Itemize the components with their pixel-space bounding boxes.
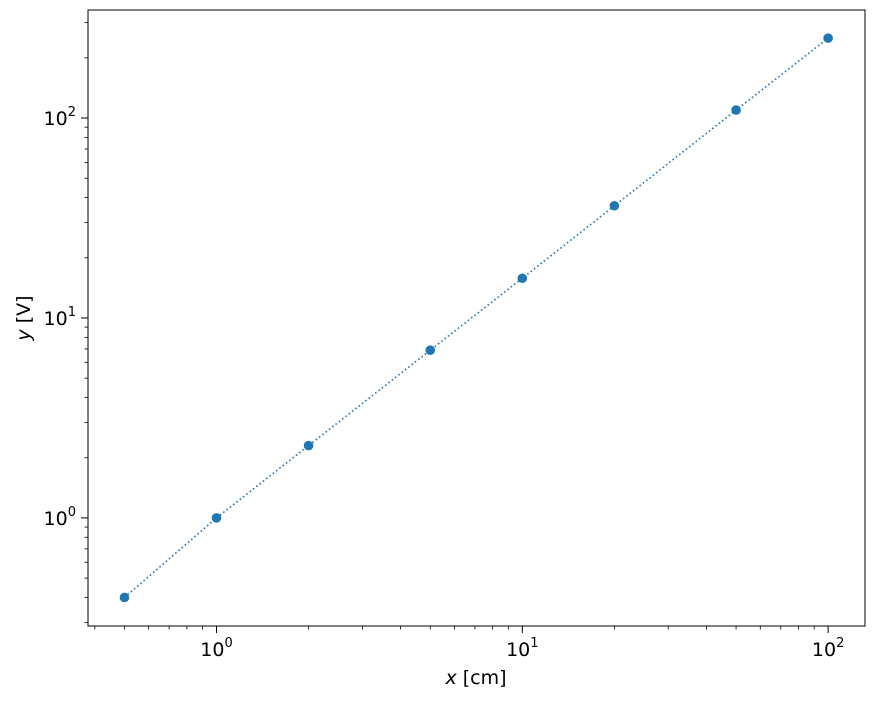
- x-tick-label: 102: [812, 636, 844, 661]
- data-point: [303, 440, 314, 451]
- series-line: [123, 37, 829, 599]
- x-tick-label: 100: [200, 636, 232, 661]
- data-point: [119, 592, 130, 603]
- axis-layer: 100 101 102 100 101 102: [44, 22, 844, 661]
- data-point: [517, 273, 528, 284]
- series-layer: [119, 33, 833, 603]
- data-point: [609, 200, 620, 211]
- data-point: [731, 105, 741, 115]
- plot-frame: [87, 9, 866, 627]
- x-tick-label: 101: [506, 636, 538, 661]
- data-point: [823, 33, 833, 43]
- y-tick-label: 102: [44, 105, 76, 130]
- y-tick-label: 100: [44, 505, 76, 530]
- x-axis-label: x [cm]: [444, 667, 506, 689]
- y-tick-label: 101: [44, 305, 76, 330]
- data-point: [211, 513, 222, 523]
- data-point: [425, 345, 436, 355]
- y-axis-label: y [V]: [13, 295, 35, 341]
